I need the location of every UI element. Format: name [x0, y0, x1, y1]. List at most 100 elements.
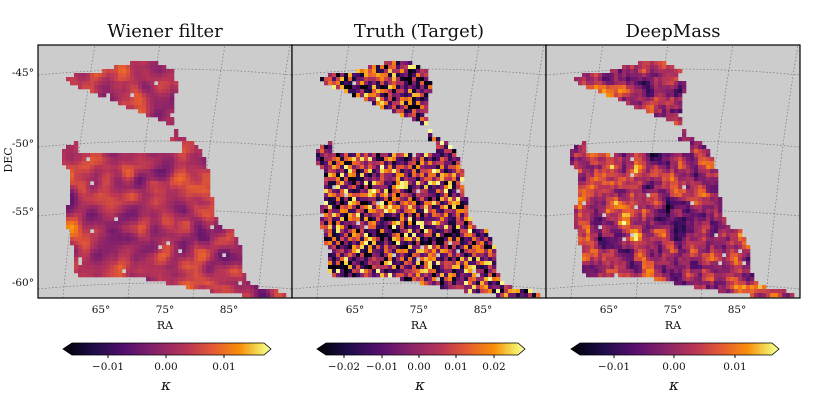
map-pixel — [404, 249, 409, 254]
map-pixel — [452, 177, 457, 182]
map-pixel — [646, 213, 651, 218]
map-pixel — [626, 185, 631, 190]
map-pixel — [400, 73, 405, 78]
map-pixel — [614, 193, 619, 198]
map-pixel — [634, 169, 639, 174]
map-pixel — [388, 73, 393, 78]
map-pixel — [190, 225, 195, 230]
map-pixel — [642, 273, 647, 278]
map-pixel — [98, 273, 103, 278]
map-pixel — [66, 221, 71, 226]
map-pixel — [706, 189, 711, 194]
map-pixel — [66, 225, 71, 230]
map-pixel — [114, 229, 119, 234]
map-pixel — [344, 189, 349, 194]
map-pixel — [376, 165, 381, 170]
map-pixel — [666, 89, 671, 94]
map-pixel — [598, 269, 603, 274]
map-pixel — [380, 261, 385, 266]
map-pixel — [364, 233, 369, 238]
map-pixel — [420, 93, 425, 98]
map-pixel — [198, 177, 203, 182]
map-pixel — [638, 77, 643, 82]
map-pixel — [234, 245, 239, 250]
map-pixel — [138, 249, 143, 254]
map-pixel — [416, 113, 421, 118]
map-pixel — [428, 165, 433, 170]
map-pixel — [130, 157, 135, 162]
map-pixel — [392, 89, 397, 94]
map-pixel — [706, 249, 711, 254]
map-pixel — [126, 221, 131, 226]
map-pixel — [396, 201, 401, 206]
map-pixel — [416, 117, 421, 122]
map-pixel — [222, 241, 227, 246]
map-pixel — [666, 265, 671, 270]
map-pixel — [686, 265, 691, 270]
map-pixel — [202, 241, 207, 246]
map-pixel — [146, 261, 151, 266]
map-pixel — [662, 85, 667, 90]
map-pixel — [78, 237, 83, 242]
map-pixel — [142, 245, 147, 250]
map-pixel — [186, 205, 191, 210]
map-pixel — [504, 285, 509, 290]
map-pixel — [456, 221, 461, 226]
map-pixel — [460, 173, 465, 178]
map-pixel — [336, 157, 341, 162]
map-pixel — [356, 157, 361, 162]
map-pixel — [634, 225, 639, 230]
map-pixel — [654, 177, 659, 182]
map-pixel — [158, 217, 163, 222]
map-pixel — [586, 161, 591, 166]
map-pixel — [376, 73, 381, 78]
map-pixel — [626, 273, 631, 278]
map-pixel — [594, 177, 599, 182]
map-pixel — [630, 185, 635, 190]
map-pixel — [666, 237, 671, 242]
map-pixel — [456, 213, 461, 218]
map-pixel — [348, 181, 353, 186]
map-pixel — [380, 241, 385, 246]
map-pixel — [630, 237, 635, 242]
map-pixel — [412, 265, 417, 270]
map-pixel — [78, 245, 83, 250]
map-pixel — [412, 213, 417, 218]
map-pixel — [226, 245, 231, 250]
map-pixel — [674, 181, 679, 186]
map-pixel — [340, 169, 345, 174]
map-pixel — [376, 241, 381, 246]
map-pixel — [654, 273, 659, 278]
map-pixel — [194, 269, 199, 274]
map-pixel — [570, 157, 575, 162]
map-pixel — [710, 217, 715, 222]
map-pixel — [460, 193, 465, 198]
map-pixel — [178, 241, 183, 246]
map-pixel — [730, 273, 735, 278]
map-pixel — [194, 185, 199, 190]
map-pixel — [90, 193, 95, 198]
map-pixel — [178, 277, 183, 282]
map-pixel — [694, 221, 699, 226]
map-pixel — [194, 189, 199, 194]
map-pixel — [74, 81, 79, 86]
map-pixel — [618, 97, 623, 102]
map-pixel — [86, 261, 91, 266]
map-pixel — [118, 261, 123, 266]
map-pixel — [336, 253, 341, 258]
map-pixel — [118, 205, 123, 210]
map-pixel — [690, 209, 695, 214]
map-pixel — [586, 269, 591, 274]
map-pixel — [66, 165, 71, 170]
map-pixel — [500, 293, 505, 298]
map-pixel — [460, 201, 465, 206]
map-pixel — [400, 153, 405, 158]
map-pixel — [746, 269, 751, 274]
map-pixel — [622, 73, 627, 78]
map-pixel — [432, 173, 437, 178]
map-pixel — [396, 237, 401, 242]
map-pixel — [110, 241, 115, 246]
map-pixel — [694, 165, 699, 170]
map-pixel — [574, 225, 579, 230]
map-pixel — [388, 253, 393, 258]
